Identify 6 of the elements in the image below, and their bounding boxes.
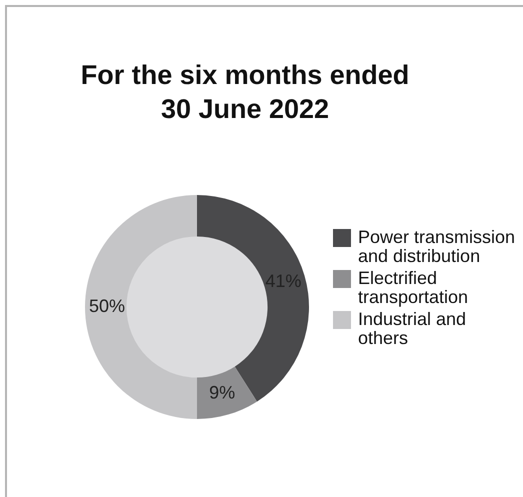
legend-label: Industrial and others: [358, 309, 468, 348]
data-label: 9%: [209, 382, 236, 402]
legend-label: Power transmission and distribution: [358, 227, 516, 266]
chart-title: For the six months ended 30 June 2022: [80, 59, 410, 126]
data-label: 50%: [88, 296, 126, 316]
legend-label: Electrified transportation: [358, 268, 470, 307]
